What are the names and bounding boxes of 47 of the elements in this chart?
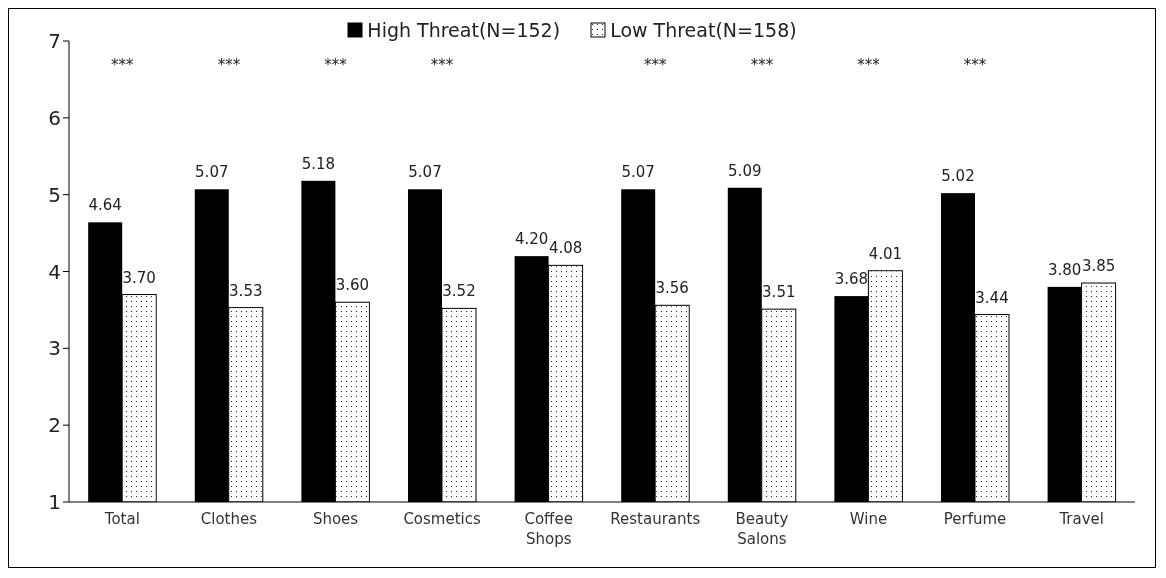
y-tick-label: 1	[48, 490, 61, 515]
y-tick-label: 3	[48, 336, 61, 361]
x-tick-label: Wine	[849, 510, 888, 528]
data-label: 5.09	[728, 161, 762, 180]
data-label: 3.53	[229, 281, 263, 300]
annotation: ***	[963, 55, 987, 74]
data-label: 3.70	[122, 268, 156, 287]
data-label: 3.51	[762, 283, 796, 302]
legend-label: Low Threat(N=158)	[609, 19, 797, 41]
data-label: 4.08	[548, 239, 583, 258]
x-tick-label: Shoes	[312, 510, 359, 528]
annotation: ***	[217, 55, 241, 74]
annotation: ***	[857, 55, 881, 74]
y-tick-label: 4	[48, 259, 61, 284]
annotation: ***	[111, 55, 135, 74]
data-label: 5.07	[195, 163, 229, 182]
data-label: 5.07	[408, 163, 442, 182]
y-tick-label: 2	[48, 413, 61, 438]
data-label: 5.18	[301, 154, 336, 173]
data-label: 4.64	[88, 196, 122, 215]
data-label: 5.07	[621, 163, 655, 182]
annotation: ***	[644, 55, 668, 74]
annotation: ***	[750, 55, 774, 74]
x-tick-label: Beauty Salons	[735, 510, 789, 548]
data-label: 3.68	[834, 270, 869, 289]
annotation: ***	[430, 55, 454, 74]
x-tick-label: Perfume	[943, 510, 1007, 528]
data-label: 3.80	[1047, 260, 1082, 279]
data-label: 5.02	[941, 167, 975, 186]
x-tick-label: Travel	[1058, 510, 1104, 528]
legend-label: High Threat(N=152)	[366, 19, 561, 41]
y-tick-label: 6	[48, 105, 61, 130]
y-tick-label: 5	[48, 182, 61, 207]
data-label: 4.20	[514, 230, 549, 249]
data-label: 4.01	[868, 244, 903, 263]
x-tick-label: Clothes	[200, 510, 258, 528]
data-label: 3.56	[655, 279, 689, 298]
data-label: 3.85	[1081, 257, 1116, 276]
data-label: 3.44	[975, 288, 1009, 307]
data-label: 3.60	[335, 276, 370, 295]
x-tick-label: Coffee Shops	[524, 510, 573, 548]
x-tick-label: Total	[103, 510, 140, 528]
y-tick-label: 7	[48, 29, 61, 54]
x-tick-label: Cosmetics	[403, 510, 481, 528]
annotation: ***	[324, 55, 348, 74]
data-label: 3.52	[442, 282, 476, 301]
x-tick-label: Restaurants	[610, 510, 701, 528]
